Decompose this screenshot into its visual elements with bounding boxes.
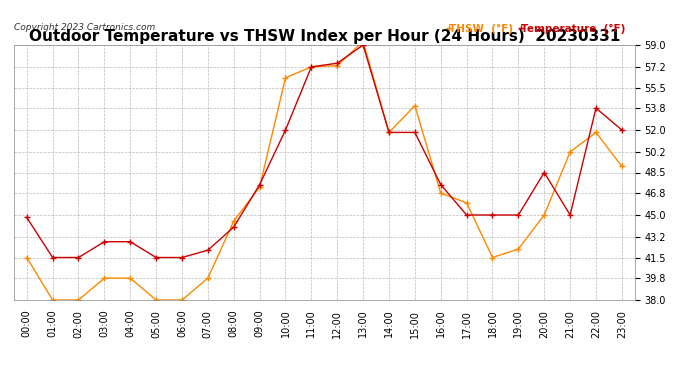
THSW  (°F) xyxy=(307,64,315,69)
Temperature  (°F) xyxy=(540,170,549,175)
THSW  (°F) xyxy=(566,150,574,154)
Temperature  (°F) xyxy=(592,106,600,110)
THSW  (°F) xyxy=(126,276,135,280)
Temperature  (°F) xyxy=(359,43,367,47)
THSW  (°F) xyxy=(230,219,238,224)
THSW  (°F) xyxy=(437,191,445,195)
THSW  (°F) xyxy=(255,185,264,189)
Temperature  (°F) xyxy=(48,255,57,260)
Temperature  (°F) xyxy=(152,255,160,260)
Temperature  (°F) xyxy=(178,255,186,260)
Temperature  (°F) xyxy=(411,130,419,135)
THSW  (°F) xyxy=(540,213,549,217)
Temperature  (°F) xyxy=(282,128,290,132)
Temperature  (°F) xyxy=(230,225,238,230)
THSW  (°F) xyxy=(75,298,83,302)
Temperature  (°F) xyxy=(437,182,445,187)
Line: THSW  (°F): THSW (°F) xyxy=(24,39,624,303)
THSW  (°F) xyxy=(359,39,367,44)
Temperature  (°F) xyxy=(75,255,83,260)
THSW  (°F) xyxy=(152,298,160,302)
Temperature  (°F) xyxy=(23,215,31,220)
THSW  (°F) xyxy=(385,130,393,135)
Temperature  (°F) xyxy=(462,213,471,217)
Temperature  (°F) xyxy=(385,130,393,135)
Temperature  (°F) xyxy=(307,64,315,69)
Temperature  (°F) xyxy=(126,240,135,244)
THSW  (°F) xyxy=(48,298,57,302)
Temperature  (°F) xyxy=(566,213,574,217)
Title: Outdoor Temperature vs THSW Index per Hour (24 Hours)  20230331: Outdoor Temperature vs THSW Index per Ho… xyxy=(28,29,620,44)
Temperature  (°F) xyxy=(514,213,522,217)
THSW  (°F) xyxy=(411,104,419,108)
THSW  (°F) xyxy=(333,63,342,68)
THSW  (°F) xyxy=(489,255,497,260)
THSW  (°F) xyxy=(204,276,212,280)
Temperature  (°F) xyxy=(100,240,108,244)
THSW  (°F) xyxy=(100,276,108,280)
THSW  (°F) xyxy=(618,164,626,169)
THSW  (°F) xyxy=(514,247,522,251)
Temperature  (°F) xyxy=(618,128,626,132)
Temperature  (°F) xyxy=(333,61,342,66)
THSW  (°F) xyxy=(592,130,600,135)
Legend: THSW  (°F), Temperature  (°F): THSW (°F), Temperature (°F) xyxy=(444,20,629,38)
THSW  (°F) xyxy=(282,75,290,80)
Line: Temperature  (°F): Temperature (°F) xyxy=(24,42,624,260)
Temperature  (°F) xyxy=(489,213,497,217)
Temperature  (°F) xyxy=(255,182,264,187)
THSW  (°F) xyxy=(23,255,31,260)
THSW  (°F) xyxy=(462,201,471,205)
THSW  (°F) xyxy=(178,298,186,302)
Text: Copyright 2023 Cartronics.com: Copyright 2023 Cartronics.com xyxy=(14,23,155,32)
Temperature  (°F) xyxy=(204,248,212,252)
